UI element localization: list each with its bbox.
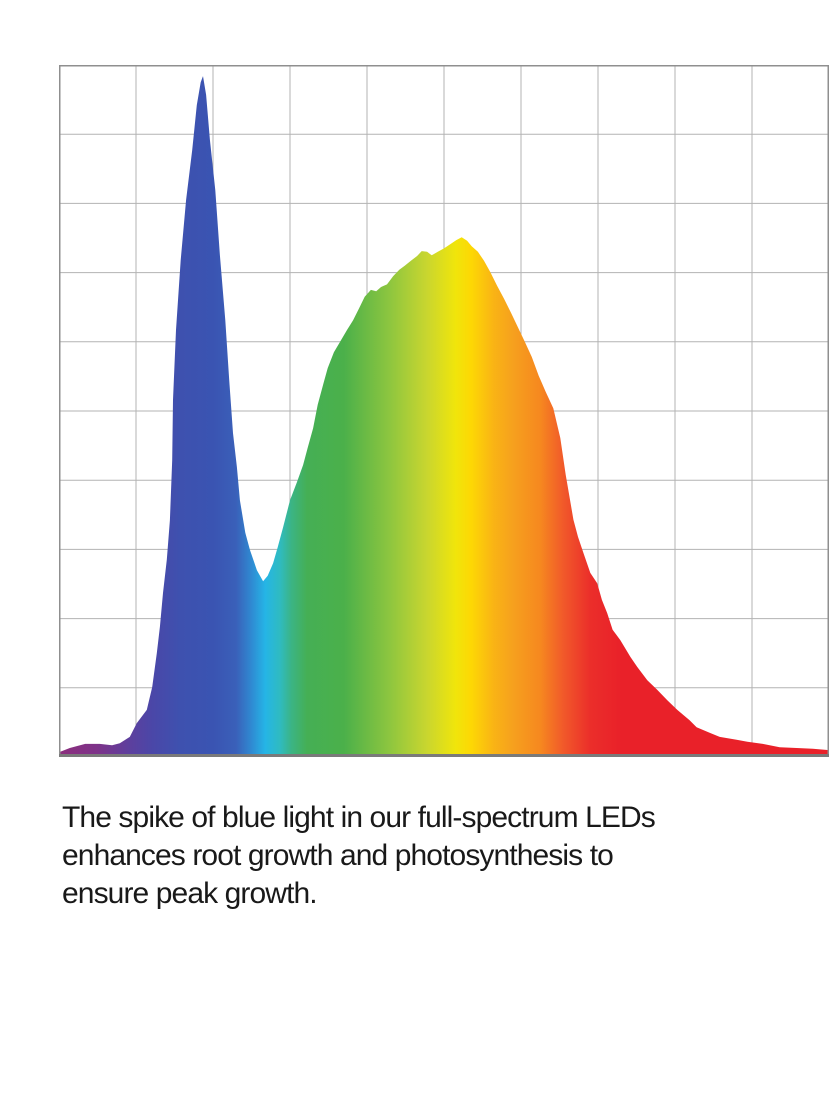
caption-line-1: The spike of blue light in our full-spec… (62, 801, 656, 834)
spectrum-chart-panel (59, 65, 829, 757)
caption-line-2: enhances root growth and photosynthesis … (62, 839, 614, 872)
spectrum-chart (59, 65, 829, 757)
caption-line-3: ensure peak growth. (62, 877, 318, 910)
caption-text: The spike of blue light in our full-spec… (62, 799, 802, 913)
